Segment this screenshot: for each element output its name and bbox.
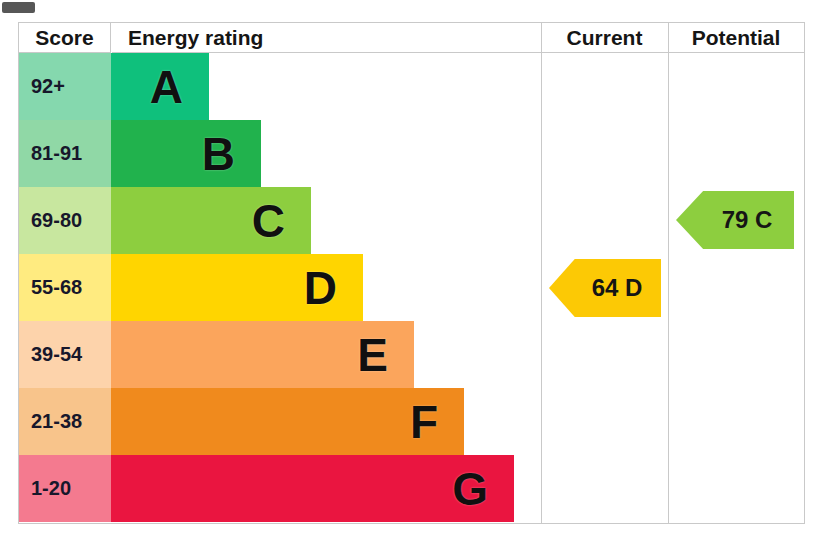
rating-letter-e: E <box>357 332 388 378</box>
rating-row-f: 21-38 F <box>19 388 464 455</box>
header-energy-rating: Energy rating <box>112 23 541 53</box>
potential-rating-arrow: 79 C <box>676 191 794 249</box>
score-range-e: 39-54 <box>19 321 111 388</box>
rating-letter-b: B <box>202 131 235 177</box>
corner-artifact-mark <box>2 2 35 13</box>
header-potential: Potential <box>668 23 804 53</box>
rating-letter-g: G <box>452 466 488 512</box>
rating-row-g: 1-20 G <box>19 455 514 522</box>
rating-row-b: 81-91 B <box>19 120 261 187</box>
rating-bar-g: G <box>111 455 514 522</box>
rating-bar-d: D <box>111 254 363 321</box>
rating-bar-f: F <box>111 388 464 455</box>
rating-row-e: 39-54 E <box>19 321 414 388</box>
column-divider-potential <box>668 23 669 523</box>
score-range-g: 1-20 <box>19 455 111 522</box>
rating-bar-e: E <box>111 321 414 388</box>
score-range-f: 21-38 <box>19 388 111 455</box>
header-score: Score <box>19 23 111 53</box>
rating-letter-f: F <box>410 399 438 445</box>
rating-letter-c: C <box>252 198 285 244</box>
score-range-d: 55-68 <box>19 254 111 321</box>
rating-row-c: 69-80 C <box>19 187 311 254</box>
epc-table: Score Energy rating Current Potential 92… <box>18 22 805 524</box>
rating-letter-d: D <box>304 265 337 311</box>
rating-row-d: 55-68 D <box>19 254 363 321</box>
rating-bar-b: B <box>111 120 261 187</box>
potential-rating-label: 79 C <box>722 206 773 234</box>
header-current: Current <box>541 23 668 53</box>
score-range-c: 69-80 <box>19 187 111 254</box>
rating-letter-a: A <box>150 64 183 110</box>
score-range-a: 92+ <box>19 53 111 120</box>
score-range-b: 81-91 <box>19 120 111 187</box>
rating-row-a: 92+ A <box>19 53 209 120</box>
rating-bar-a: A <box>111 53 209 120</box>
rating-bar-c: C <box>111 187 311 254</box>
column-divider-current <box>541 23 542 523</box>
current-rating-label: 64 D <box>592 274 643 302</box>
epc-rating-chart: Score Energy rating Current Potential 92… <box>0 0 820 547</box>
current-rating-arrow: 64 D <box>549 259 661 317</box>
